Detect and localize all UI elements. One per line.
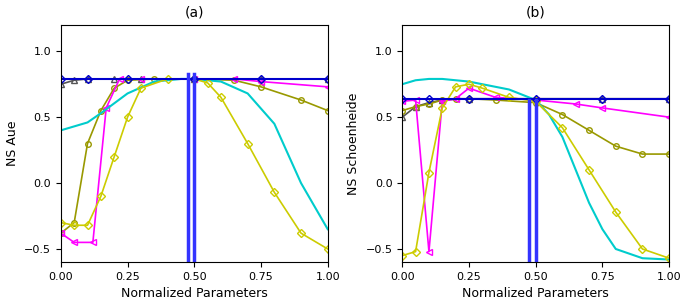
Title: (b): (b) [526, 6, 545, 20]
Y-axis label: NS Aue: NS Aue [5, 121, 19, 166]
Title: (a): (a) [185, 6, 204, 20]
X-axis label: Normalized Parameters: Normalized Parameters [462, 287, 609, 300]
Y-axis label: NS Schoenheide: NS Schoenheide [347, 92, 360, 195]
X-axis label: Normalized Parameters: Normalized Parameters [121, 287, 268, 300]
